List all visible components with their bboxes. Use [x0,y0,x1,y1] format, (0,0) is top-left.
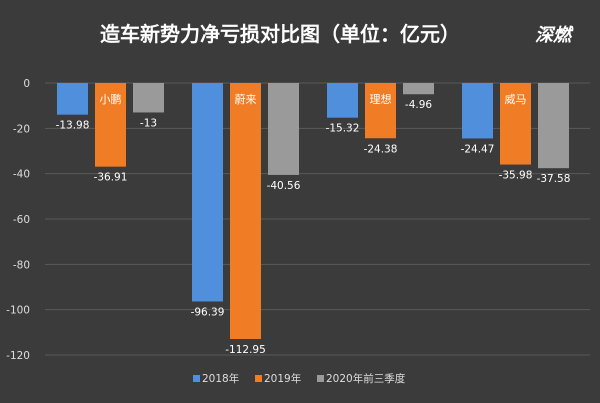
legend: 2018年 2019年 2020年前三季度 [193,372,406,385]
data-label: -112.95 [225,344,266,356]
bar [500,83,531,165]
data-label: -4.96 [405,99,432,111]
legend-swatch [193,375,200,382]
y-tick-label: -40 [13,169,30,181]
bar [57,83,88,115]
data-label: -40.56 [267,180,301,192]
bar [133,83,164,113]
bar [268,83,299,175]
data-label: -15.32 [326,123,360,135]
category-label: 蔚来 [235,93,257,106]
category-labels: 小鹏 蔚来 理想 威马 [100,92,527,106]
data-label: -24.38 [364,143,398,155]
y-tick-label: -120 [6,350,30,362]
y-tick-label: -20 [13,123,30,135]
bar [365,83,396,139]
data-label: -24.47 [461,143,495,155]
y-tick-label: -60 [13,214,30,226]
data-label: -37.58 [537,173,571,185]
data-label: -96.39 [191,306,225,318]
bar [192,83,223,302]
chart-title: 造车新势力净亏损对比图（单位：亿元） [100,22,460,46]
bar [230,83,261,340]
y-tick-label: -80 [13,259,30,271]
bars [57,83,569,340]
y-axis: 0 -20 -40 -60 -80 -100 -120 [6,78,30,362]
legend-entry: 2018年 [202,372,239,385]
gridlines [45,82,590,356]
data-labels: -13.98 -36.91 -13 -96.39 -112.95 -40.56 -15.32… [56,99,571,356]
data-label: -13.98 [56,120,90,132]
legend-entry: 2019年 [264,372,301,385]
bar [462,83,493,139]
category-label: 理想 [370,92,392,106]
y-tick-label: 0 [23,78,30,90]
y-tick-label: -100 [6,305,30,317]
data-label: -36.91 [94,172,128,184]
category-label: 威马 [505,93,527,106]
watermark-logo: 深燃 [535,25,574,46]
bar [538,83,569,169]
category-label: 小鹏 [100,93,122,106]
legend-entry: 2020年前三季度 [326,372,406,385]
legend-swatch [255,375,262,382]
data-label: -13 [140,117,157,129]
data-label: -35.98 [499,170,533,182]
bar [95,83,126,167]
bar [403,83,434,95]
legend-swatch [317,375,324,382]
bar [327,83,358,118]
